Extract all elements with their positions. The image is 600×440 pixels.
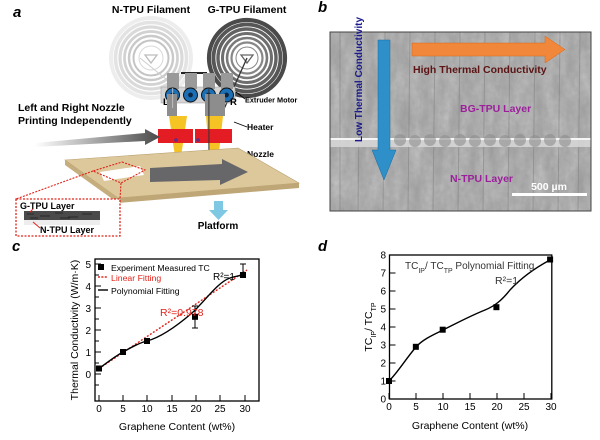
- svg-text:5: 5: [120, 404, 126, 415]
- svg-text:0: 0: [386, 402, 392, 413]
- svg-text:Linear Fitting: Linear Fitting: [111, 273, 161, 283]
- svg-text:N-TPU Layer: N-TPU Layer: [450, 173, 513, 185]
- svg-text:Polynomial Fitting: Polynomial Fitting: [111, 286, 180, 296]
- svg-text:3: 3: [85, 304, 91, 315]
- svg-text:R²=1: R²=1: [495, 275, 518, 287]
- svg-text:TCIP/ TCTP: TCIP/ TCTP: [363, 302, 378, 352]
- svg-text:3: 3: [380, 341, 386, 352]
- svg-text:R: R: [230, 97, 237, 108]
- svg-text:G-TPU Filament: G-TPU Filament: [208, 4, 287, 16]
- svg-text:BG-TPU Layer: BG-TPU Layer: [460, 103, 531, 115]
- svg-text:Experiment Measured TC: Experiment Measured TC: [111, 263, 210, 273]
- svg-text:0: 0: [85, 370, 91, 381]
- svg-text:1: 1: [380, 377, 386, 388]
- svg-text:N-TPU Layer: N-TPU Layer: [40, 225, 95, 235]
- svg-text:25: 25: [518, 402, 530, 413]
- svg-text:1: 1: [85, 348, 91, 359]
- svg-text:500 µm: 500 µm: [531, 181, 567, 193]
- svg-text:N-TPU Filament: N-TPU Filament: [112, 4, 191, 16]
- svg-text:G-TPU Layer: G-TPU Layer: [20, 201, 75, 211]
- svg-text:Platform: Platform: [198, 221, 239, 232]
- svg-text:Thermal Conductivity (W/m·K): Thermal Conductivity (W/m·K): [69, 260, 81, 401]
- svg-text:TCIP/ TCTP Polynomial Fitting: TCIP/ TCTP Polynomial Fitting: [405, 261, 534, 275]
- svg-text:2: 2: [380, 359, 386, 370]
- svg-text:20: 20: [190, 404, 202, 415]
- svg-text:5: 5: [85, 260, 91, 271]
- svg-text:5: 5: [413, 402, 419, 413]
- svg-text:R²=1: R²=1: [213, 272, 235, 283]
- svg-text:15: 15: [464, 402, 476, 413]
- svg-text:20: 20: [491, 402, 503, 413]
- svg-text:Extruder Motor: Extruder Motor: [245, 96, 297, 105]
- svg-text:10: 10: [437, 402, 449, 413]
- svg-text:Low Thermal Conductivity: Low Thermal Conductivity: [354, 17, 365, 142]
- svg-text:Left and Right Nozzle: Left and Right Nozzle: [18, 102, 125, 114]
- svg-text:15: 15: [166, 404, 178, 415]
- svg-text:4: 4: [380, 323, 386, 334]
- svg-text:b: b: [318, 0, 327, 16]
- svg-text:High Thermal Conductivity: High Thermal Conductivity: [413, 64, 547, 76]
- svg-text:Graphene Content (wt%): Graphene Content (wt%): [119, 421, 235, 433]
- svg-text:4: 4: [85, 282, 91, 293]
- svg-text:10: 10: [141, 404, 153, 415]
- svg-text:Graphene Content (wt%): Graphene Content (wt%): [412, 420, 528, 432]
- svg-text:0: 0: [96, 404, 102, 415]
- svg-text:2: 2: [85, 326, 91, 337]
- svg-text:5: 5: [380, 305, 386, 316]
- svg-text:7: 7: [380, 269, 386, 280]
- svg-text:30: 30: [239, 404, 251, 415]
- svg-text:Heater: Heater: [247, 122, 274, 132]
- svg-text:8: 8: [380, 251, 386, 262]
- svg-text:6: 6: [380, 287, 386, 298]
- svg-text:25: 25: [214, 404, 226, 415]
- svg-text:R²=0.978: R²=0.978: [160, 307, 204, 319]
- svg-text:30: 30: [545, 402, 557, 413]
- svg-text:Printing Independently: Printing Independently: [18, 115, 132, 127]
